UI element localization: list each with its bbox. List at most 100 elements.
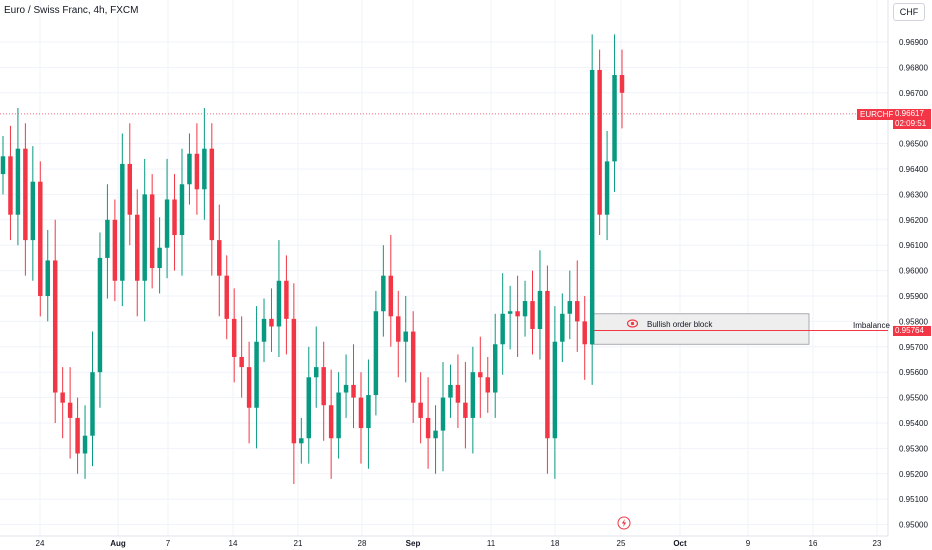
time-tick-label: 14 — [229, 539, 238, 548]
price-tick-label: 0.96000 — [899, 267, 928, 276]
time-tick-label: 25 — [617, 539, 626, 548]
candle-body — [15, 148, 21, 215]
price-tick-label: 0.96400 — [899, 165, 928, 174]
candle-body — [239, 356, 244, 368]
time-tick-label: 7 — [166, 539, 171, 548]
lightning-icon[interactable] — [617, 516, 631, 530]
current-price-badge: 0.96617 — [893, 109, 931, 119]
candle-body — [515, 311, 520, 317]
candle-body — [589, 69, 595, 345]
price-tick-label: 0.95700 — [899, 343, 928, 352]
candle-body — [82, 435, 88, 454]
candle-body — [157, 247, 162, 269]
candle-body — [269, 318, 274, 327]
candle-body — [52, 260, 58, 393]
candle-body — [187, 153, 192, 185]
candle-body — [396, 316, 401, 342]
candle-body — [507, 311, 513, 314]
candle-body — [463, 402, 468, 418]
price-tick-label: 0.95800 — [899, 317, 928, 326]
candle-body — [209, 148, 215, 241]
price-tick-label: 0.95400 — [899, 419, 928, 428]
time-tick-label: 9 — [746, 539, 751, 548]
candle-body — [433, 430, 438, 439]
candle-body — [179, 184, 185, 236]
candle-body — [23, 148, 28, 241]
candle-body — [217, 240, 222, 276]
time-tick-label: 23 — [873, 539, 882, 548]
order-block-zone[interactable] — [590, 313, 810, 345]
candle-body — [567, 301, 573, 314]
price-tick-label: 0.96200 — [899, 216, 928, 225]
candle-body — [194, 153, 200, 190]
candle-body — [500, 313, 505, 345]
candle-body — [388, 275, 394, 317]
candle-body — [97, 257, 103, 373]
candle-body — [142, 194, 147, 281]
candle-body — [373, 311, 379, 396]
candle-body — [306, 377, 312, 439]
candle-body — [202, 148, 207, 190]
candle-body — [0, 156, 6, 175]
candle-body — [478, 372, 483, 378]
candle-body — [90, 372, 95, 436]
candle-body — [530, 301, 535, 330]
candle-body — [60, 392, 65, 403]
candle-body — [172, 199, 177, 236]
chart-title: Euro / Swiss Franc, 4h, FXCM — [4, 5, 139, 16]
candle-body — [440, 397, 446, 431]
candle-body — [284, 280, 289, 319]
time-tick-label: 24 — [36, 539, 45, 548]
candle-body — [231, 318, 237, 357]
candle-body — [149, 194, 155, 269]
candle-body — [425, 417, 431, 439]
candle-body — [328, 405, 334, 439]
candle-body — [313, 367, 319, 378]
price-tick-label: 0.95100 — [899, 495, 928, 504]
candle-body — [358, 397, 364, 429]
eye-icon[interactable] — [627, 319, 638, 328]
time-tick-label: 21 — [294, 539, 303, 548]
price-tick-label: 0.95600 — [899, 368, 928, 377]
candle-body — [246, 367, 252, 408]
candle-body — [321, 367, 326, 406]
candle-body — [299, 438, 304, 444]
candle-body — [45, 260, 50, 296]
candle-body — [418, 402, 423, 418]
candle-body — [261, 318, 267, 342]
time-tick-label: 11 — [487, 539, 496, 548]
time-tick-label: Sep — [406, 539, 421, 548]
candle-body — [582, 321, 587, 345]
candle-body — [291, 318, 297, 444]
candle-body — [470, 372, 476, 418]
candle-body — [575, 301, 580, 322]
symbol-label: EURCHF — [857, 109, 897, 120]
candle-body — [336, 392, 341, 439]
candle-body — [224, 275, 229, 319]
candle-body — [612, 75, 617, 162]
candle-body — [38, 181, 43, 296]
price-tick-label: 0.96700 — [899, 89, 928, 98]
candle-body — [537, 290, 543, 330]
candle-body — [522, 301, 528, 317]
imbalance-price-badge: 0.95764 — [893, 326, 931, 336]
candle-body — [343, 384, 349, 393]
time-tick-label: 28 — [358, 539, 367, 548]
currency-button[interactable]: CHF — [893, 3, 925, 21]
price-tick-label: 0.95000 — [899, 521, 928, 530]
candle-body — [403, 331, 408, 342]
candle-body — [604, 161, 610, 215]
candle-body — [552, 341, 558, 439]
candle-body — [112, 219, 118, 281]
price-tick-label: 0.95900 — [899, 292, 928, 301]
candle-body — [366, 395, 371, 429]
price-tick-label: 0.96100 — [899, 241, 928, 250]
candle-body — [164, 199, 170, 248]
price-tick-label: 0.95300 — [899, 444, 928, 453]
candle-body — [455, 384, 461, 403]
candle-body — [75, 417, 80, 454]
time-tick-label: Oct — [673, 539, 687, 548]
candle-body — [8, 156, 13, 215]
candle-body — [381, 275, 386, 312]
